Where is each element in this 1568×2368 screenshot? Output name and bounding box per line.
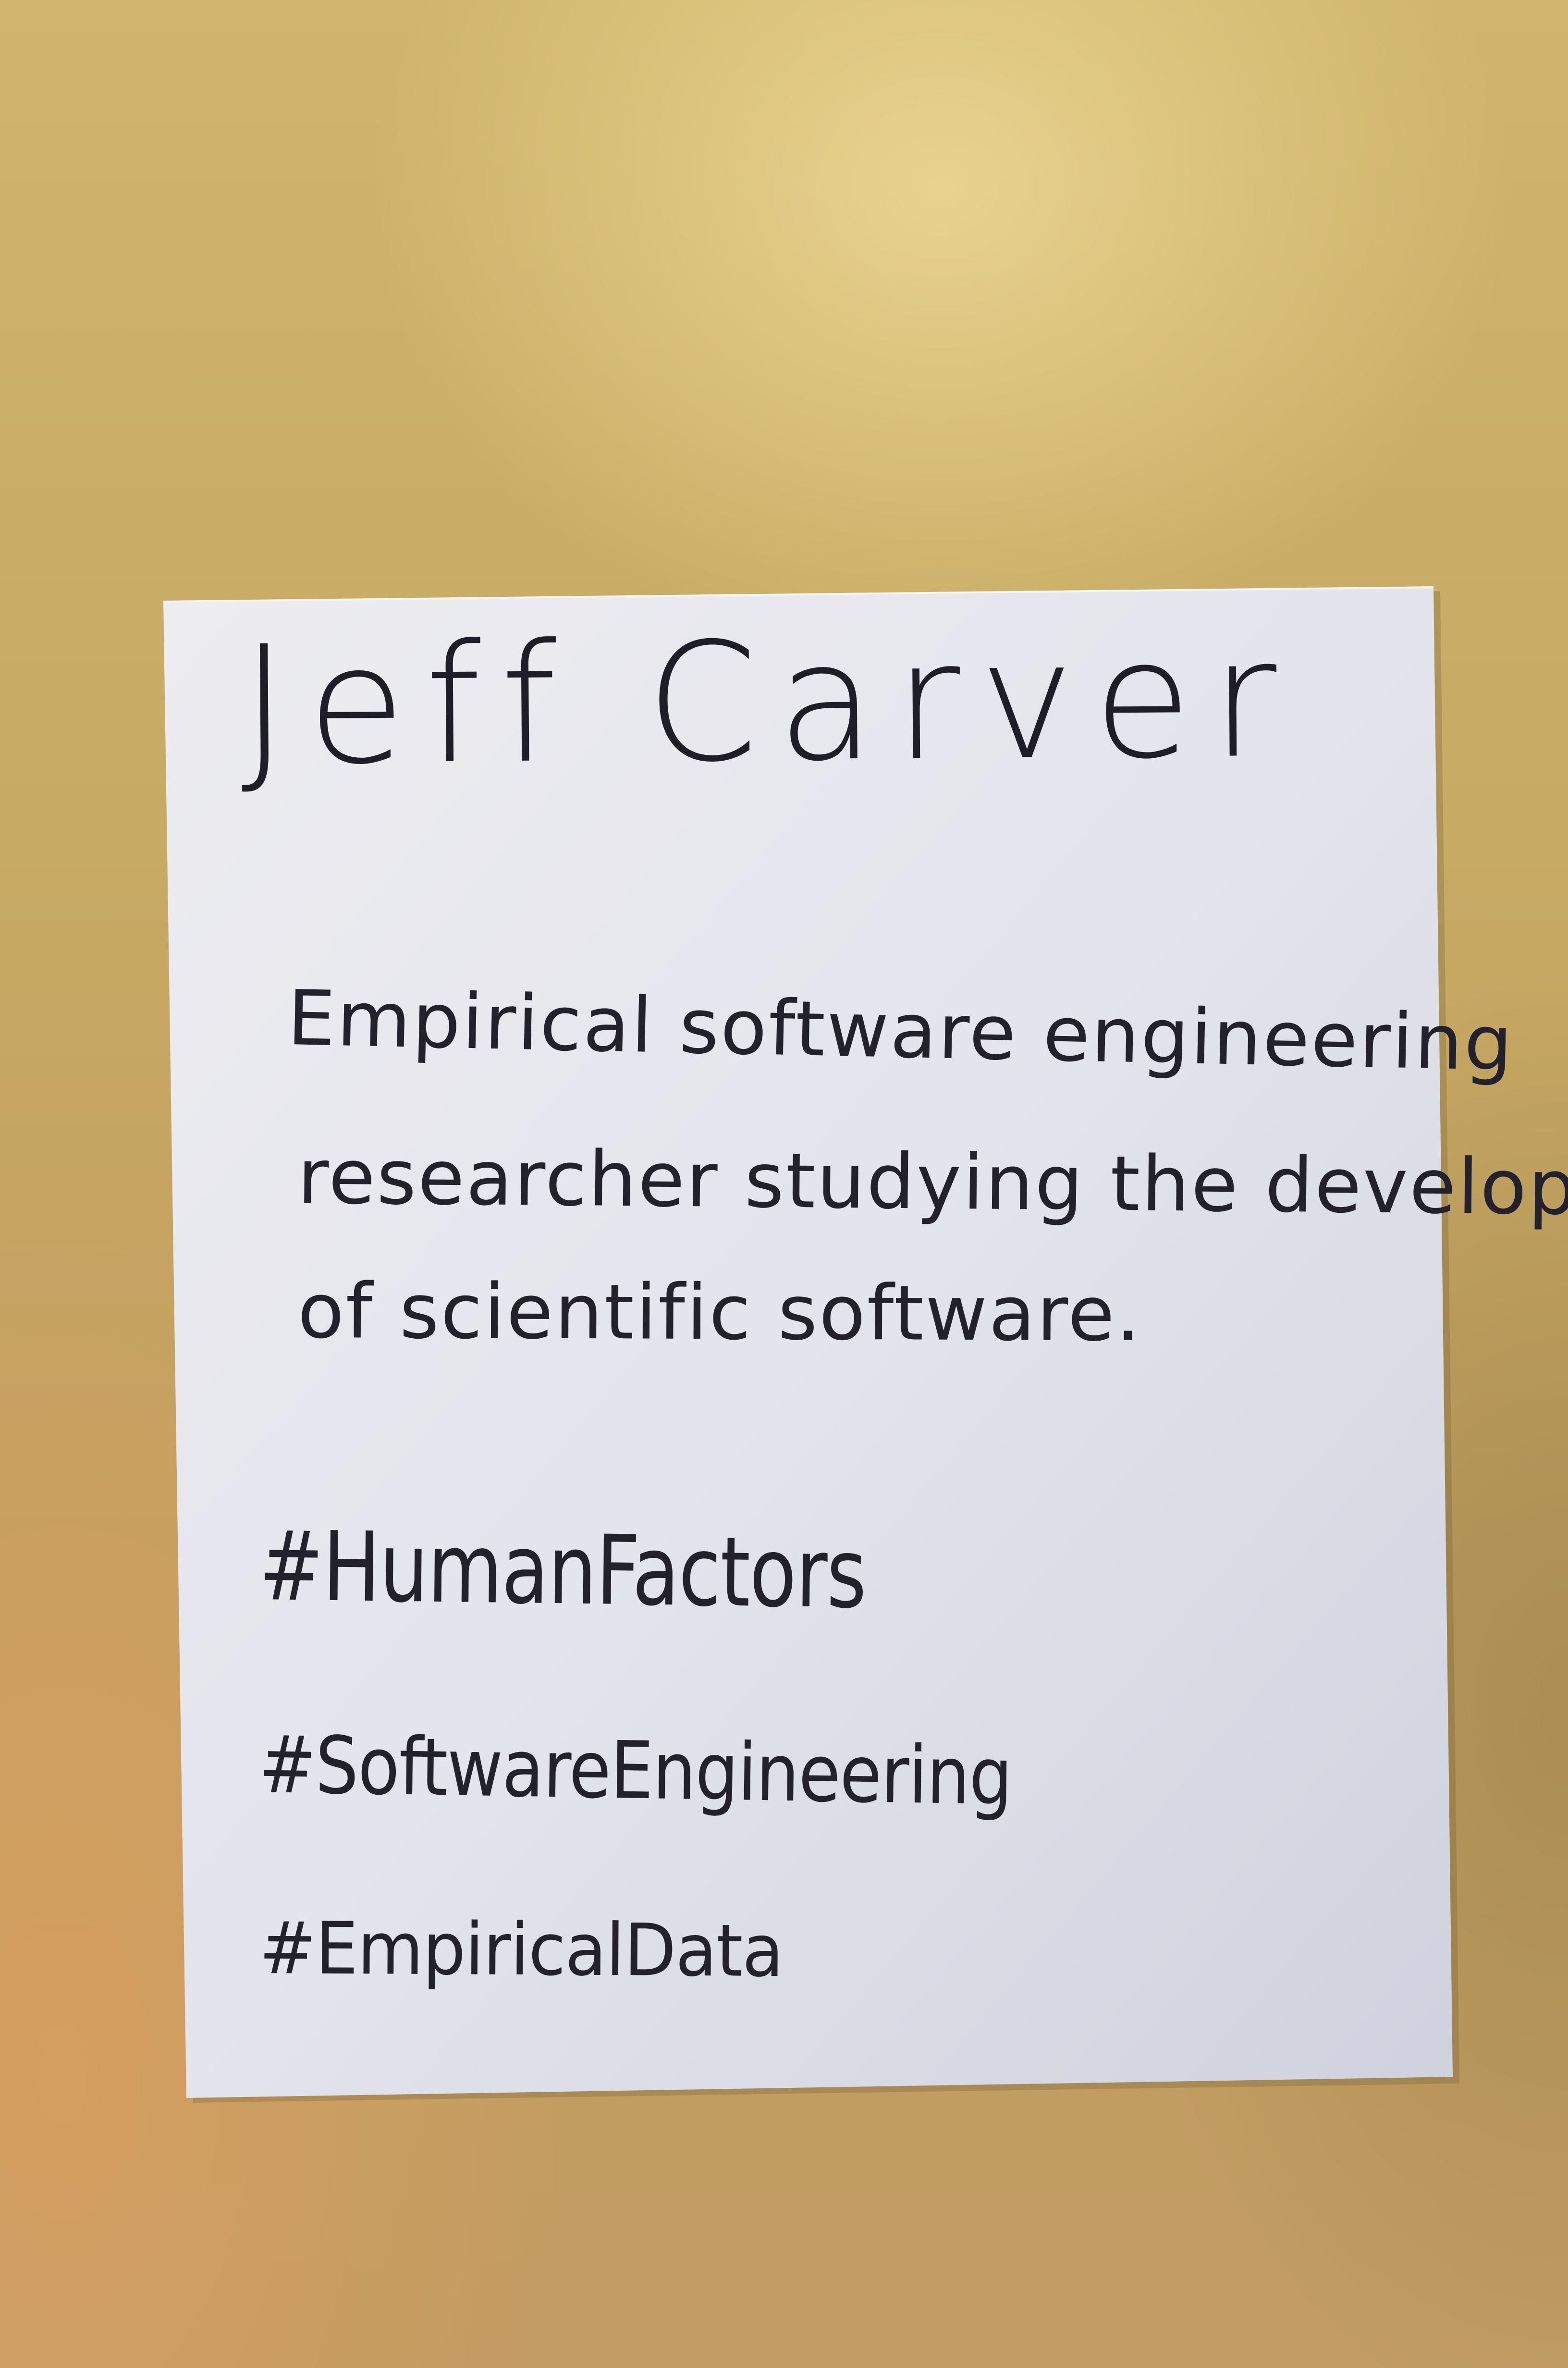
hashtag-human-factors: #HumanFactors [258, 1510, 867, 1630]
description-line-2: researcher studying the development [297, 1133, 1568, 1234]
description-line-3: of scientific software. [297, 1267, 1142, 1359]
hashtag-software-engineering: #SoftwareEngineering [258, 1718, 1013, 1823]
poster-name: Jeff Carver [240, 604, 1297, 802]
hashtag-empirical-data: #EmpiricalData [259, 1907, 784, 1994]
